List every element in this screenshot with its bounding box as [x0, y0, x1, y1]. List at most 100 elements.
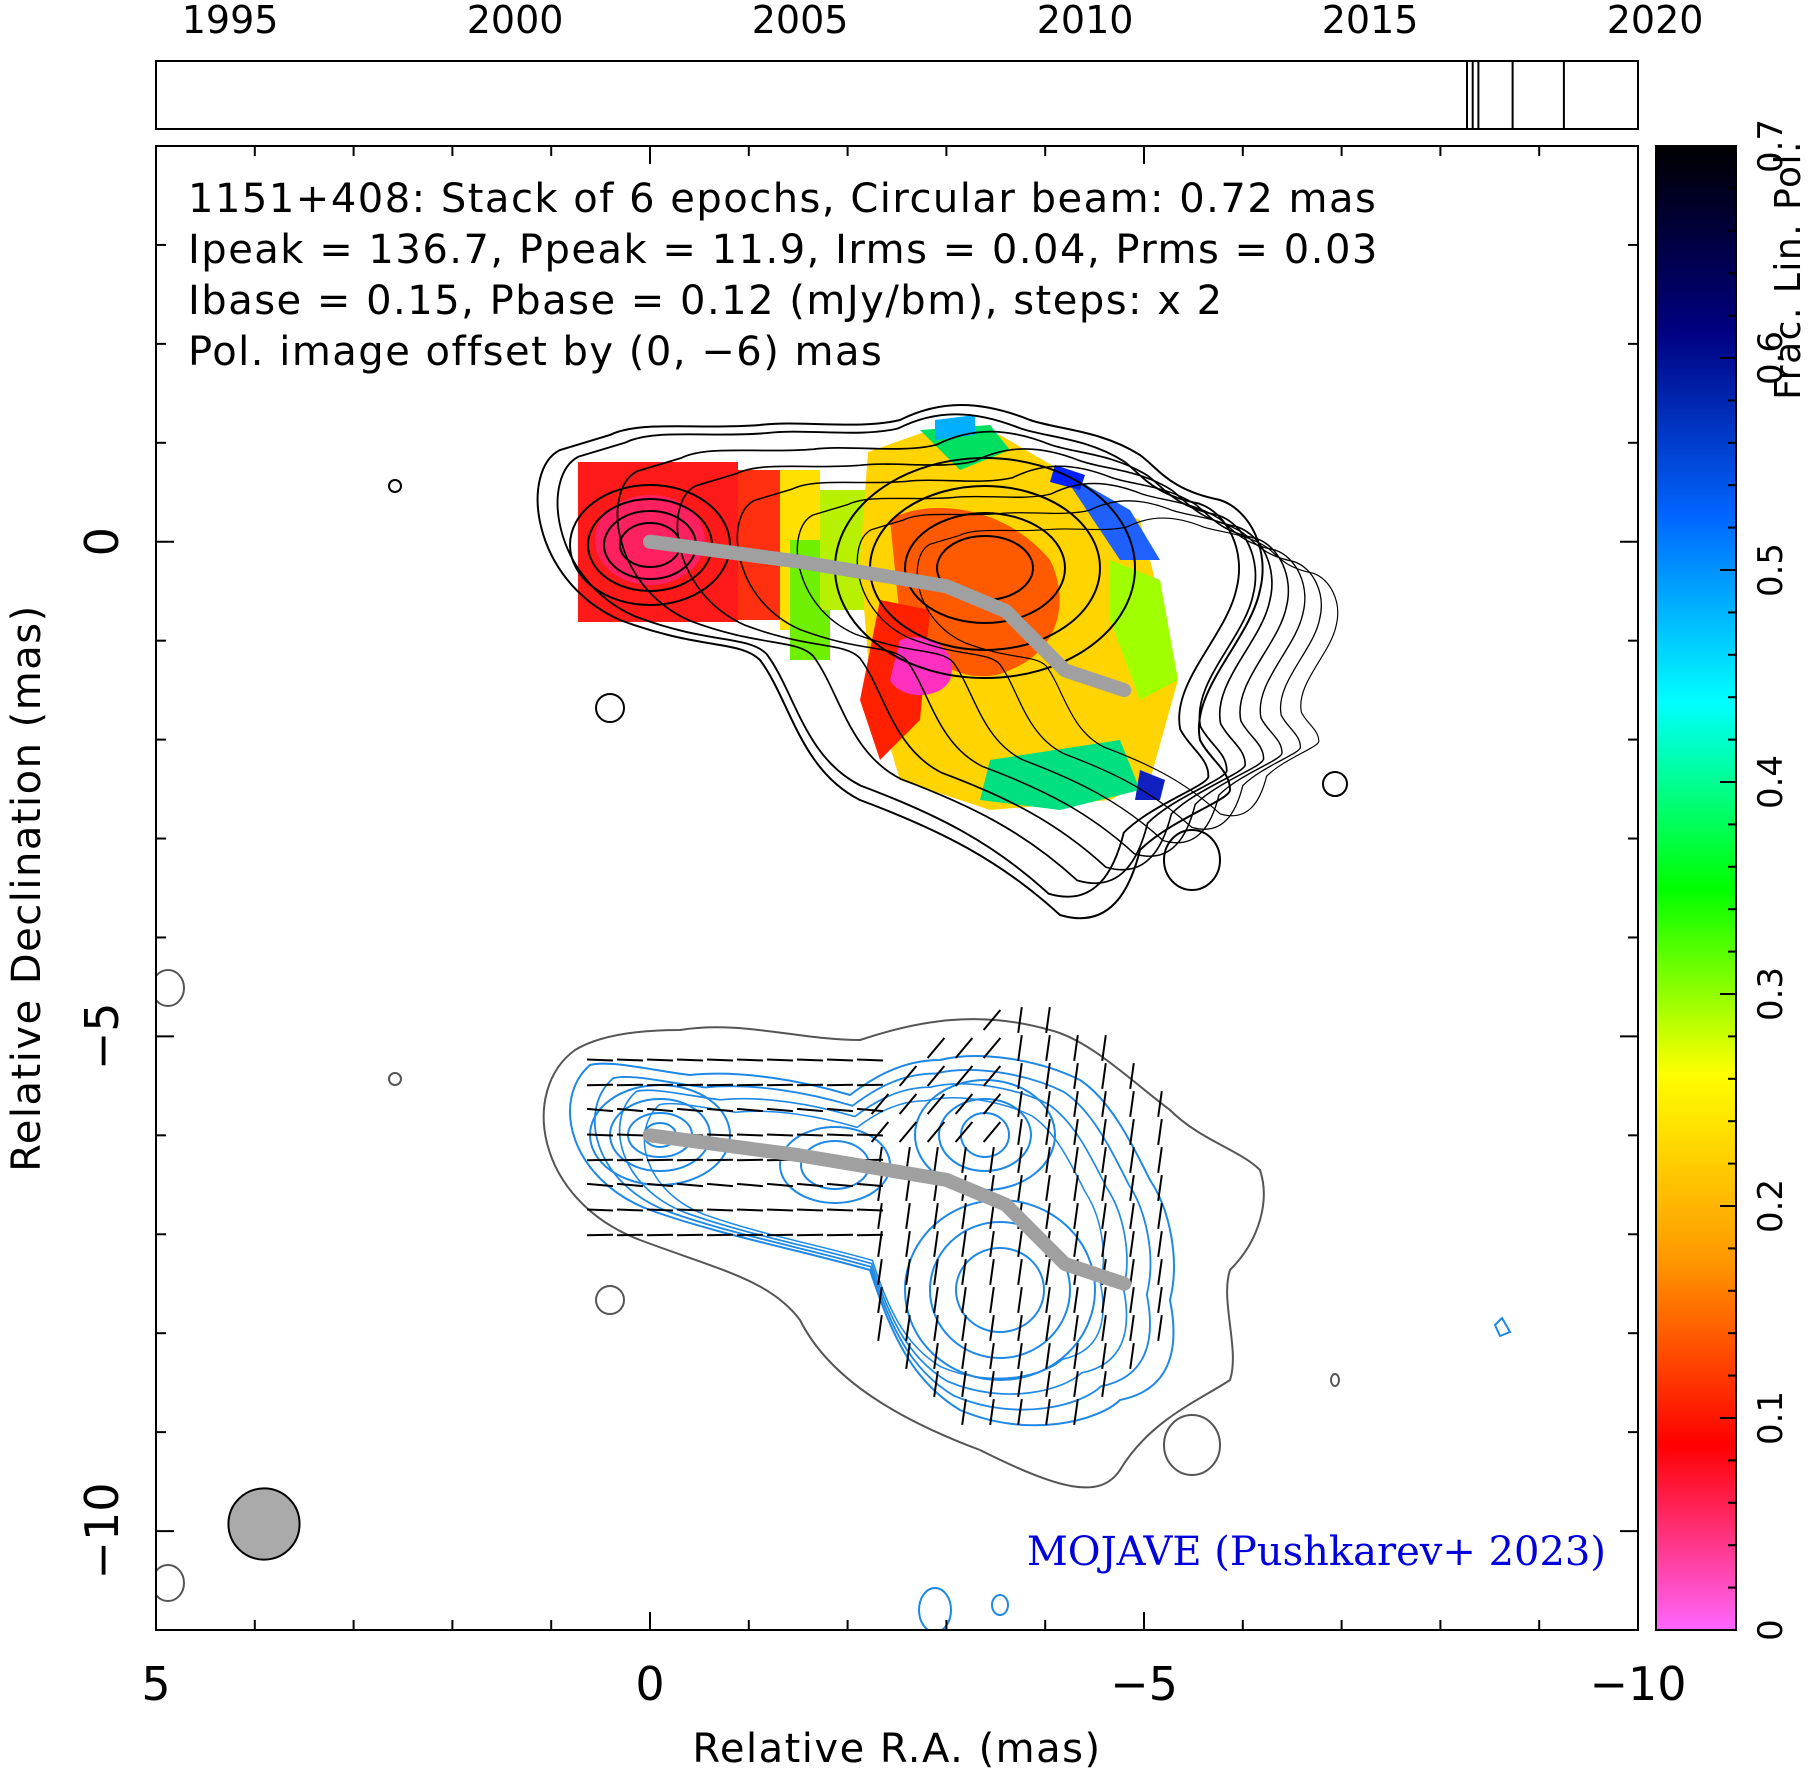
colorbar-tick-label: 0.7	[1751, 119, 1791, 173]
evpa-tick	[877, 1202, 883, 1230]
evpa-tick	[586, 1182, 614, 1188]
evpa-tick	[961, 1202, 967, 1230]
evpa-tick	[1129, 1146, 1135, 1174]
colorbar-gradient	[1655, 145, 1737, 1631]
evpa-tick	[961, 1230, 967, 1258]
evpa-tick	[1157, 1118, 1163, 1146]
evpa-tick	[926, 1065, 946, 1087]
evpa-tick	[1045, 1398, 1051, 1426]
evpa-tick	[961, 1258, 967, 1286]
pol-contour	[1493, 1316, 1512, 1338]
x-tick-label: −5	[1110, 1657, 1178, 1711]
evpa-tick	[989, 1342, 995, 1370]
timeline-year-label: 2005	[752, 0, 849, 42]
evpa-tick	[826, 1133, 854, 1137]
total-intensity-contours	[388, 404, 1348, 920]
total-intensity-contour	[796, 482, 1306, 844]
pol-contour	[929, 1221, 1071, 1359]
evpa-tick	[1101, 1034, 1107, 1062]
evpa-tick	[706, 1208, 734, 1212]
pol-contour	[960, 1112, 1010, 1158]
evpa-tick	[1073, 1146, 1079, 1174]
timeline-frame	[155, 60, 1639, 130]
evpa-tick	[766, 1208, 794, 1212]
evpa-tick	[1073, 1090, 1079, 1118]
evpa-tick	[616, 1208, 644, 1212]
evpa-tick	[1157, 1202, 1163, 1230]
outer-contour	[156, 1564, 185, 1602]
evpa-tick	[926, 1037, 946, 1059]
total-intensity-contour	[676, 448, 1273, 871]
ridge-line	[643, 534, 1132, 698]
evpa-tick	[1073, 1398, 1079, 1426]
axis-ticks	[155, 145, 1639, 1631]
evpa-tick	[1045, 1118, 1051, 1146]
evpa-ticks	[586, 1006, 1163, 1426]
evpa-tick	[1101, 1230, 1107, 1258]
evpa-tick	[1129, 1062, 1135, 1090]
timeline-year-label: 1995	[182, 0, 279, 42]
evpa-tick	[898, 1065, 918, 1087]
evpa-tick	[856, 1058, 884, 1062]
total-intensity-contour	[1322, 771, 1348, 797]
total-intensity-contour	[736, 465, 1290, 857]
evpa-tick	[1073, 1174, 1079, 1202]
evpa-tick	[826, 1058, 854, 1062]
evpa-tick	[989, 1370, 995, 1398]
pol-contour	[955, 1247, 1045, 1333]
evpa-tick	[646, 1107, 674, 1113]
evpa-tick	[736, 1058, 764, 1062]
evpa-tick	[706, 1182, 734, 1188]
evpa-tick	[961, 1314, 967, 1342]
evpa-tick	[961, 1286, 967, 1314]
evpa-tick	[954, 1037, 974, 1059]
evpa-tick	[1101, 1314, 1107, 1342]
evpa-tick	[1073, 1202, 1079, 1230]
evpa-tick	[796, 1208, 824, 1212]
evpa-tick	[1045, 1174, 1051, 1202]
evpa-tick	[926, 1121, 946, 1143]
evpa-tick	[1073, 1118, 1079, 1146]
total-intensity-contour	[595, 693, 625, 723]
evpa-tick	[676, 1107, 704, 1113]
evpa-tick	[1045, 1006, 1051, 1034]
x-tick-label: −10	[1589, 1657, 1686, 1711]
evpa-tick	[766, 1058, 794, 1062]
evpa-tick	[1045, 1314, 1051, 1342]
colorbar-tick-label: 0.3	[1751, 967, 1791, 1021]
evpa-tick	[933, 1230, 939, 1258]
total-intensity-contour	[1163, 829, 1221, 891]
evpa-tick	[933, 1314, 939, 1342]
total-intensity-contour	[388, 479, 402, 493]
outer-contour	[595, 1285, 625, 1315]
evpa-tick	[1017, 1258, 1023, 1286]
evpa-tick	[877, 1174, 883, 1202]
y-axis-title: Relative Declination (mas)	[4, 604, 50, 1171]
x-axis-title: Relative R.A. (mas)	[692, 1726, 1101, 1772]
fractional-polarization-map	[578, 415, 1178, 810]
beam-ellipse	[227, 1487, 301, 1561]
pol-contour	[918, 1587, 952, 1630]
header-line-3: Ibase = 0.15, Pbase = 0.12 (mJy/bm), ste…	[188, 278, 1224, 324]
evpa-tick	[796, 1058, 824, 1062]
evpa-tick	[1017, 1286, 1023, 1314]
evpa-tick	[1017, 1370, 1023, 1398]
evpa-tick	[856, 1208, 884, 1212]
evpa-tick	[1101, 1286, 1107, 1314]
evpa-tick	[1045, 1286, 1051, 1314]
total-intensity-contour	[616, 430, 1257, 885]
credit-text: MOJAVE (Pushkarev+ 2023)	[1027, 1529, 1606, 1575]
colorbar-tick-label: 0.6	[1751, 331, 1791, 385]
evpa-tick	[1017, 1398, 1023, 1426]
evpa-tick	[616, 1182, 644, 1188]
pol-offset-note: Pol. image offset by (0, −6) mas	[188, 329, 883, 375]
colorbar: 0 0.1 0.2 0.3 0.4 0.5 0.6 0.7 Frac. Lin. Pol.	[1655, 119, 1809, 1641]
evpa-tick	[961, 1398, 967, 1426]
ridge-line-offset	[643, 1128, 1132, 1291]
total-intensity-contour	[916, 517, 1339, 817]
epoch-markers	[1466, 61, 1565, 129]
plot-frame	[155, 145, 1639, 1631]
total-intensity-contour	[556, 413, 1240, 898]
axis-tick-labels: 5 0 −5 −10 0 −5 −10	[75, 527, 1687, 1711]
